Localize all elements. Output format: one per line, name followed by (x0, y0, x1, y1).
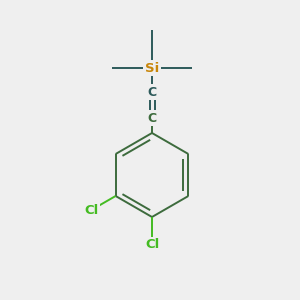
Text: Cl: Cl (84, 203, 98, 217)
Text: C: C (147, 112, 157, 124)
Text: Si: Si (145, 61, 159, 74)
Text: Cl: Cl (145, 238, 159, 251)
Text: C: C (147, 85, 157, 98)
